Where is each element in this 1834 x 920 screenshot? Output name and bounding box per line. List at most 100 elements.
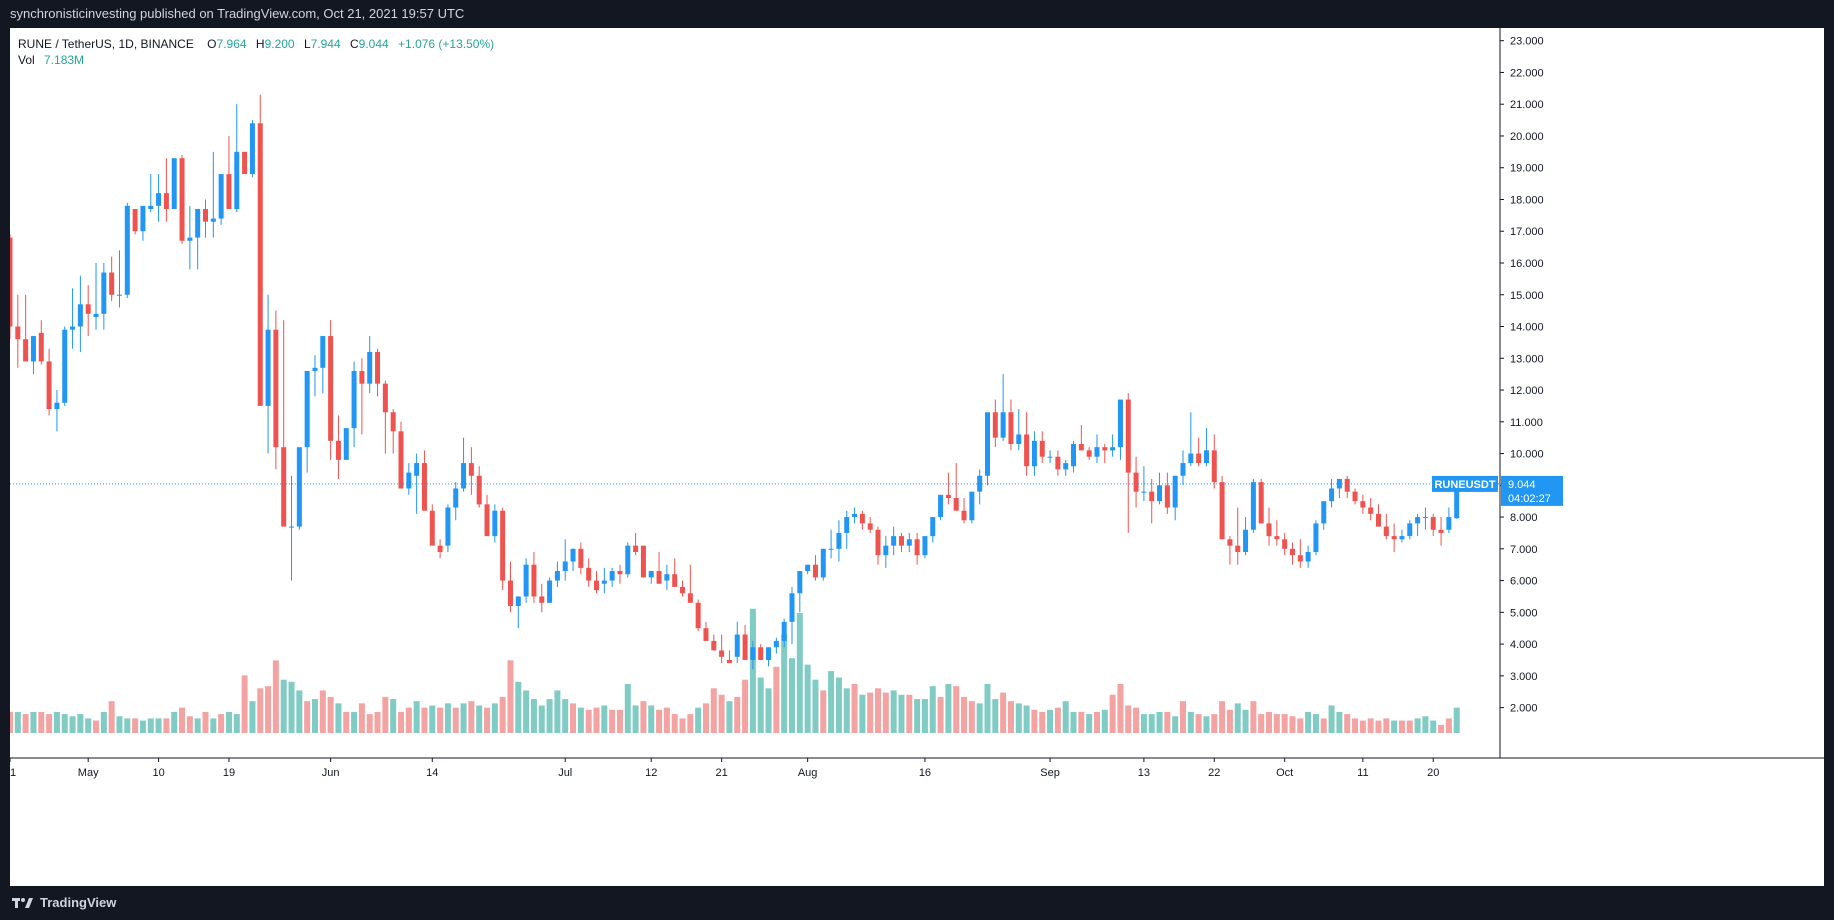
candle-body bbox=[429, 510, 435, 546]
volume-bar bbox=[726, 701, 733, 733]
candle-body bbox=[1172, 475, 1178, 508]
volume-bar bbox=[984, 684, 991, 733]
candle-body bbox=[77, 304, 83, 327]
volume-bar bbox=[1086, 714, 1093, 733]
volume-bar bbox=[163, 718, 170, 733]
volume-bar bbox=[1367, 718, 1374, 733]
candle-body bbox=[601, 580, 607, 584]
volume-bar bbox=[46, 714, 53, 733]
candle-body bbox=[734, 634, 740, 657]
candle-body bbox=[343, 428, 349, 460]
volume-bar bbox=[507, 660, 514, 733]
candle-body bbox=[648, 571, 654, 578]
volume-bar bbox=[609, 709, 616, 733]
volume-bar bbox=[280, 679, 287, 733]
volume-bar bbox=[1453, 707, 1460, 733]
candle-body bbox=[1078, 444, 1084, 451]
price-tick-label: 2.000 bbox=[1510, 703, 1538, 715]
candle-body bbox=[1047, 456, 1053, 458]
time-tick-label: 14 bbox=[426, 767, 438, 779]
candle-body bbox=[687, 593, 693, 603]
candle-body bbox=[406, 472, 412, 489]
candle-body bbox=[758, 647, 764, 660]
candle-body bbox=[539, 596, 545, 603]
candle-body bbox=[1282, 539, 1288, 549]
volume-bar bbox=[968, 701, 975, 733]
candle-body bbox=[507, 580, 513, 606]
volume-bar bbox=[1054, 707, 1061, 733]
candle-body bbox=[328, 336, 334, 441]
volume-bar bbox=[1109, 694, 1116, 733]
volume-bar bbox=[859, 694, 866, 733]
legend-open-value: 7.964 bbox=[216, 37, 247, 51]
price-tick-label: 8.000 bbox=[1510, 512, 1538, 524]
volume-bar bbox=[335, 703, 342, 733]
volume-bar bbox=[1414, 718, 1421, 733]
candle-body bbox=[1289, 548, 1295, 556]
candle-body bbox=[672, 574, 678, 587]
candle-body bbox=[257, 123, 263, 406]
time-tick-label: 22 bbox=[1208, 767, 1220, 779]
candle-body bbox=[445, 507, 451, 546]
candle-body bbox=[1164, 485, 1170, 508]
legend-vol-label: Vol bbox=[18, 53, 35, 67]
volume-bar bbox=[1234, 703, 1241, 733]
candle-body bbox=[398, 431, 404, 489]
candle-body bbox=[1125, 399, 1131, 473]
candle-body bbox=[140, 205, 146, 232]
candle-body bbox=[1110, 447, 1116, 451]
candle-body bbox=[218, 174, 224, 219]
price-tick-label: 17.000 bbox=[1510, 226, 1544, 238]
volume-bar bbox=[695, 707, 702, 733]
volume-bar bbox=[554, 690, 561, 733]
candle-body bbox=[828, 548, 834, 550]
volume-bar bbox=[1383, 718, 1390, 733]
volume-bar bbox=[327, 696, 334, 733]
volume-bar bbox=[53, 711, 60, 733]
candle-body bbox=[351, 370, 357, 429]
volume-bar bbox=[1078, 711, 1085, 733]
volume-bar bbox=[1226, 709, 1233, 733]
volume-bar bbox=[906, 694, 913, 733]
volume-bar bbox=[288, 681, 295, 733]
volume-bar bbox=[992, 699, 999, 733]
volume-bar bbox=[773, 666, 780, 733]
candle-body bbox=[953, 498, 959, 511]
chart-area[interactable]: 2.0003.0004.0005.0006.0007.0008.0009.000… bbox=[4, 28, 1824, 886]
legend-high-value: 9.200 bbox=[264, 37, 295, 51]
legend-volume-row: Vol 7.183M bbox=[18, 52, 494, 68]
volume-bar bbox=[124, 718, 131, 733]
price-tag-value: 9.044 bbox=[1508, 479, 1536, 491]
volume-bar bbox=[1391, 720, 1398, 733]
price-chart-svg[interactable]: 2.0003.0004.0005.0006.0007.0008.0009.000… bbox=[4, 28, 1824, 886]
volume-bar bbox=[85, 718, 92, 733]
tradingview-logo[interactable]: TradingView bbox=[12, 886, 116, 920]
price-tick-label: 11.000 bbox=[1510, 417, 1543, 429]
volume-bar bbox=[1297, 718, 1304, 733]
candle-body bbox=[171, 158, 177, 210]
volume-bar bbox=[648, 705, 655, 733]
price-tick-label: 15.000 bbox=[1510, 290, 1544, 302]
volume-bar bbox=[538, 705, 545, 733]
candle-body bbox=[1321, 501, 1327, 524]
candle-body bbox=[1031, 440, 1037, 467]
volume-bar bbox=[249, 701, 256, 733]
volume-bar bbox=[374, 711, 381, 733]
candle-body bbox=[242, 151, 248, 175]
volume-bar bbox=[499, 696, 506, 733]
volume-bar bbox=[898, 694, 905, 733]
candle-body bbox=[820, 548, 826, 578]
candle-body bbox=[1250, 482, 1256, 530]
volume-bar bbox=[1007, 701, 1014, 733]
volume-bar bbox=[93, 720, 100, 733]
candle-body bbox=[773, 640, 779, 648]
volume-bar bbox=[976, 703, 983, 733]
candle-body bbox=[609, 571, 615, 581]
volume-bar bbox=[593, 707, 600, 733]
volume-bar bbox=[961, 696, 968, 733]
volume-bar bbox=[867, 692, 874, 733]
candle-body bbox=[359, 370, 365, 384]
candle-layer bbox=[7, 94, 1460, 670]
volume-bar bbox=[562, 699, 569, 733]
ticker-tag-text: RUNEUSDT bbox=[1434, 479, 1495, 491]
